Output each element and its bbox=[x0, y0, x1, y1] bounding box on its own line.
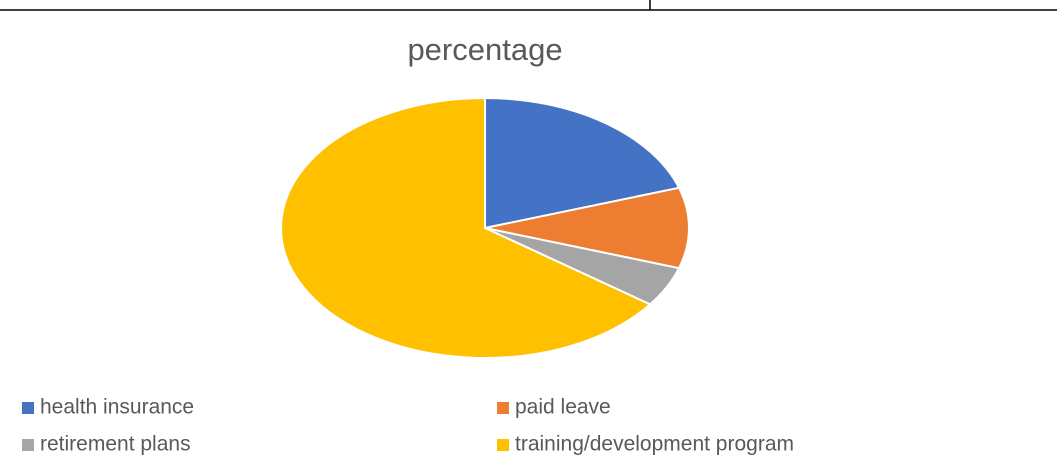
legend-label: retirement plans bbox=[40, 433, 191, 456]
chart-title: percentage bbox=[407, 32, 562, 67]
legend-swatch bbox=[22, 402, 34, 414]
legend-label: paid leave bbox=[515, 396, 611, 419]
pie-slice bbox=[484, 96, 681, 230]
legend-swatch bbox=[497, 402, 509, 414]
pie-slice bbox=[484, 186, 690, 270]
legend-label: health insurance bbox=[40, 396, 194, 419]
pie-slice bbox=[280, 96, 652, 359]
legend-label: training/development program bbox=[515, 433, 794, 456]
legend-swatch bbox=[22, 439, 34, 451]
legend-swatch bbox=[497, 439, 509, 451]
